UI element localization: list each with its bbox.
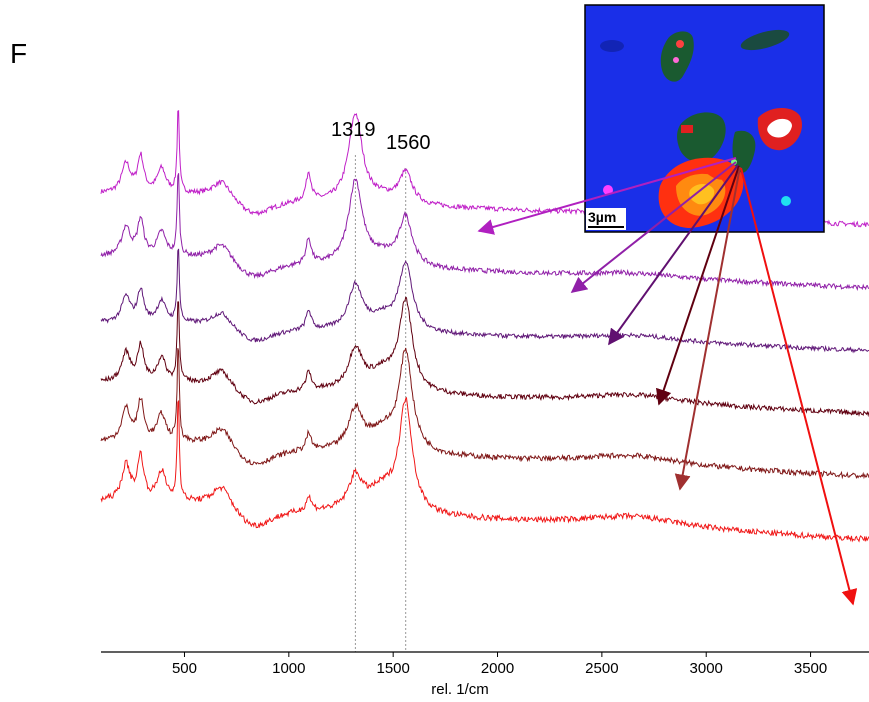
spectra-series <box>100 110 869 543</box>
x-tick-label: 2500 <box>585 660 618 677</box>
x-tick-label: 1500 <box>376 660 409 677</box>
spot-to-spectrum-arrows <box>477 157 858 606</box>
peak-label-1560: 1560 <box>386 132 431 154</box>
arrow-spectrum-1 <box>477 157 737 235</box>
spectrum-line-6 <box>100 396 869 543</box>
arrow-spectrum-3 <box>608 164 739 346</box>
spectrum-line-5 <box>100 347 869 480</box>
peak-label-1319: 1319 <box>331 119 376 141</box>
x-axis-ticks: 500 1000 1500 2000 2500 3000 3500 <box>172 652 827 677</box>
peak-guide-lines <box>354 155 407 652</box>
inset-map-features <box>600 29 802 228</box>
x-axis-title: rel. 1/cm <box>431 681 489 698</box>
scale-bar-box <box>586 208 626 230</box>
spectrum-line-2 <box>100 173 869 291</box>
panel-label: F <box>10 38 28 69</box>
raman-map-inset: 3µm <box>584 4 825 233</box>
spectrum-line-3 <box>100 248 869 354</box>
x-tick-label: 3000 <box>690 660 723 677</box>
arrow-spectrum-5 <box>674 166 741 491</box>
arrow-spectrum-4 <box>656 165 740 406</box>
arrow-spectrum-2 <box>570 161 737 293</box>
scale-bar-label: 3µm <box>588 209 616 225</box>
x-tick-label: 2000 <box>481 660 514 677</box>
spectrum-line-4 <box>100 296 869 418</box>
x-tick-label: 1000 <box>272 660 305 677</box>
x-tick-label: 500 <box>172 660 197 677</box>
arrow-spectrum-6 <box>740 167 858 606</box>
x-tick-label: 3500 <box>794 660 827 677</box>
